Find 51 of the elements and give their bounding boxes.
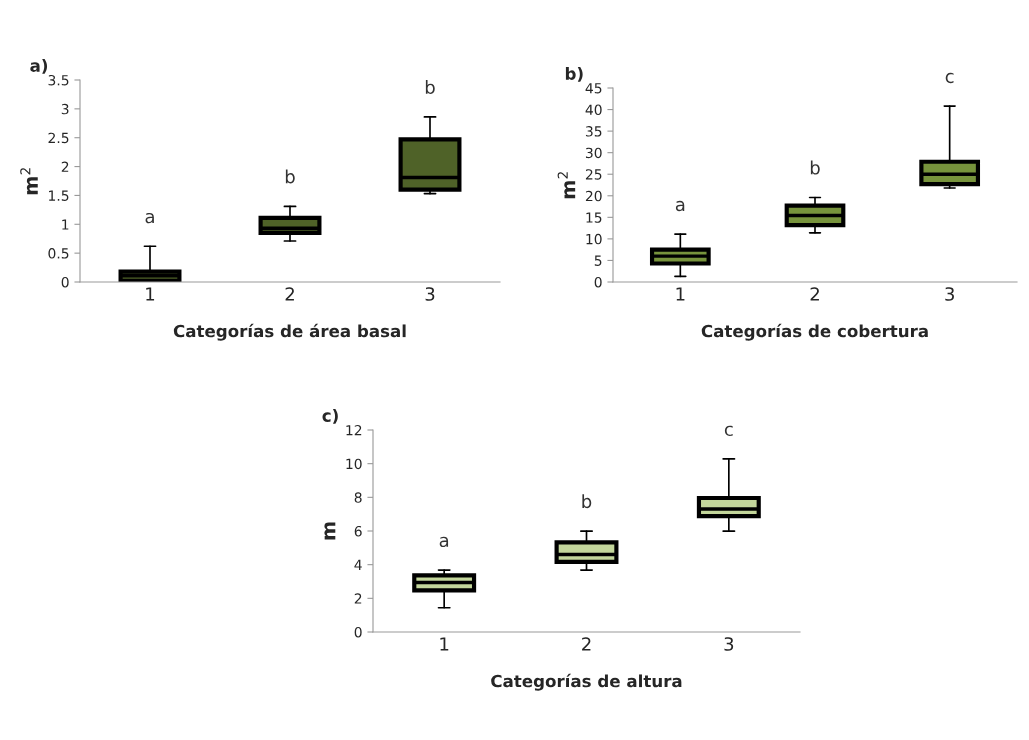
- y-axis-title: m$^{2}$: [20, 168, 38, 195]
- chart-title: c): [322, 409, 338, 424]
- x-tick-label: 2: [810, 287, 819, 301]
- y-tick-label: 10: [586, 233, 602, 245]
- x-tick-label: 2: [285, 287, 294, 301]
- annotation: a: [439, 536, 449, 548]
- y-tick-label: 30: [585, 147, 602, 159]
- annotation: b: [425, 80, 435, 94]
- x-tick-label: 3: [945, 287, 954, 301]
- x-axis-title: Categorías de altura: [491, 673, 682, 691]
- y-tick-label: 2: [61, 161, 69, 172]
- annotation: a: [675, 200, 685, 212]
- annotation: c: [724, 425, 733, 437]
- y-axis-title: m$^{2}$: [557, 172, 576, 199]
- y-tick-label: 12: [346, 424, 362, 436]
- y-tick-label: 8: [354, 492, 362, 503]
- y-tick-label: 1: [62, 219, 69, 230]
- y-tick-label: 0: [594, 276, 602, 288]
- chart-title: b): [565, 67, 583, 82]
- y-tick-label: 40: [585, 104, 602, 116]
- y-tick-label: 0: [61, 276, 69, 288]
- text: c: [945, 72, 954, 84]
- y-tick-label: 3.5: [48, 74, 69, 86]
- y-tick-label: 35: [585, 126, 602, 137]
- annotation: b: [810, 160, 820, 175]
- y-tick-label: 5: [594, 255, 602, 266]
- y-tick-label: 10: [346, 458, 362, 470]
- x-tick-label: 3: [724, 637, 734, 651]
- y-tick-label: 25: [585, 169, 602, 180]
- y-tick-label: 4: [354, 559, 362, 570]
- y-tick-label: 1.5: [49, 190, 69, 201]
- x-tick-label: 3: [425, 287, 435, 301]
- y-tick-label: 0.5: [48, 248, 69, 259]
- chart-title: a): [30, 59, 48, 74]
- y-tick-label: 0: [354, 626, 362, 638]
- x-tick-label: 1: [676, 287, 685, 301]
- y-tick-label: 15: [586, 212, 602, 223]
- y-tick-label: 2.5: [48, 132, 69, 144]
- x-tick-label: 1: [146, 287, 155, 301]
- annotation: b: [582, 494, 592, 509]
- x-axis-title: Categorías de área basal: [173, 323, 406, 341]
- annotation: a: [145, 212, 154, 224]
- y-tick-label: 45: [585, 83, 602, 94]
- y-tick-label: 2: [354, 593, 362, 604]
- y-tick-label: 6: [354, 525, 362, 537]
- annotation: b: [285, 169, 295, 184]
- x-tick-label: 1: [440, 637, 449, 651]
- y-tick-label: 3: [61, 103, 69, 115]
- y-tick-label: 20: [585, 190, 602, 202]
- x-axis-title: Categorías de cobertura: [701, 323, 928, 341]
- y-axis-title: m: [324, 522, 336, 540]
